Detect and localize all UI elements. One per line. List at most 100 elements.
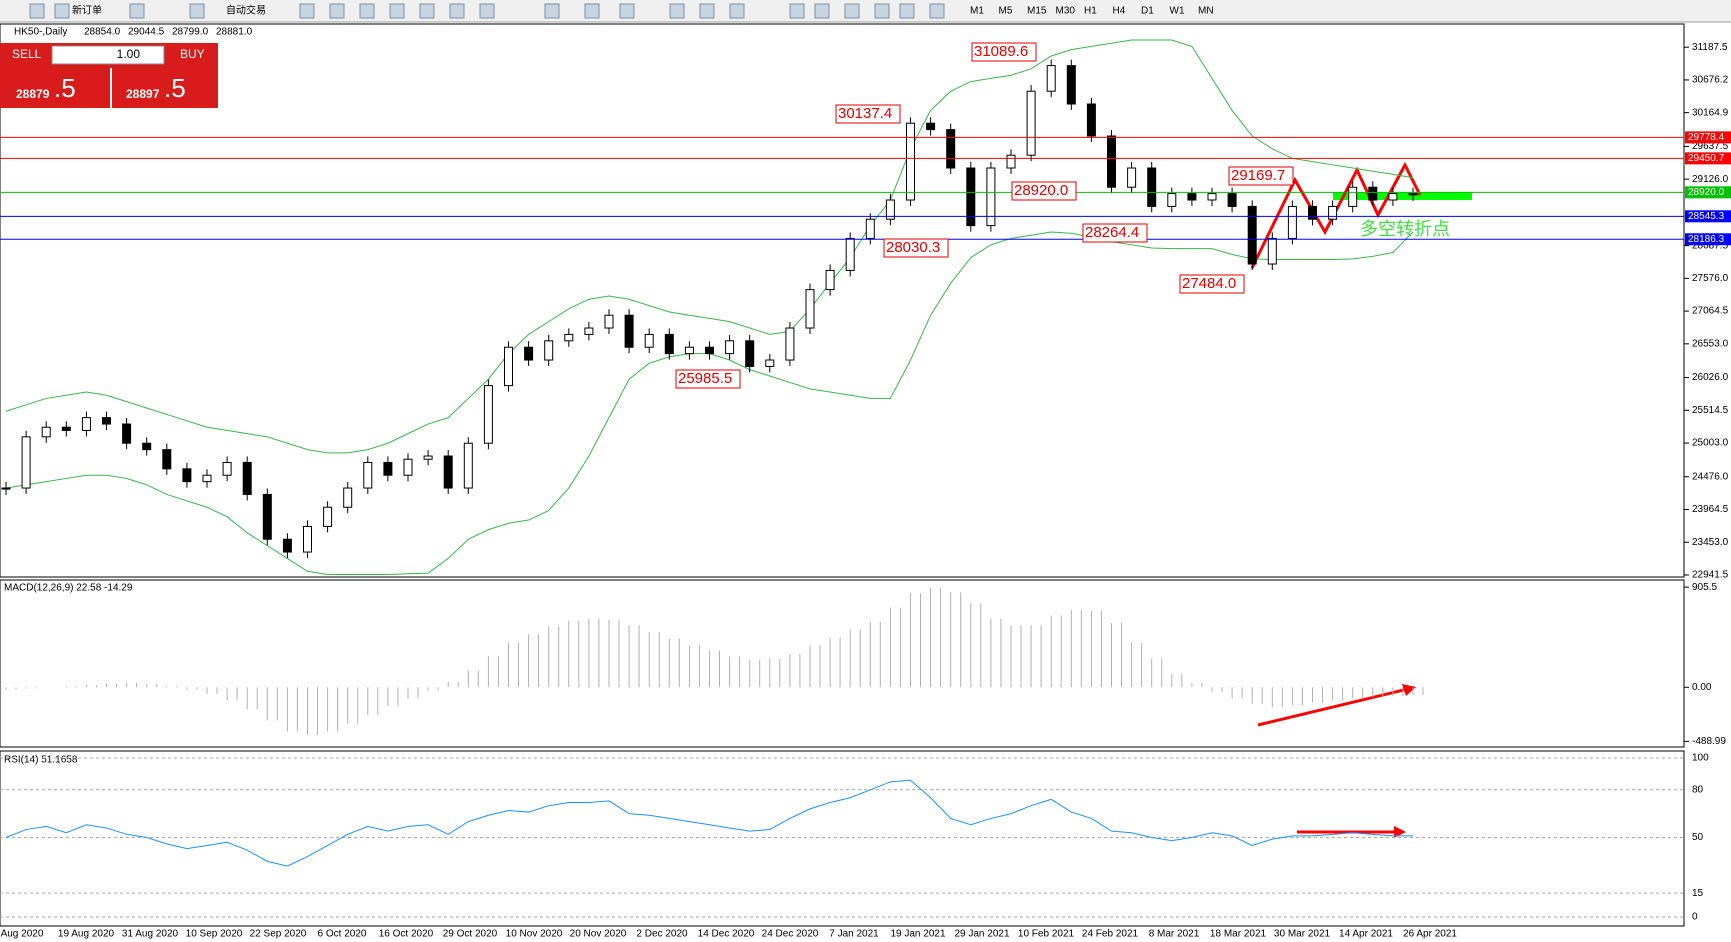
zigzag-arrow [1250, 161, 1422, 269]
level-tag [1685, 210, 1731, 223]
annotation-box [1179, 274, 1245, 294]
y-tick-label: 24476.0 [1692, 471, 1729, 482]
toolbar-icon[interactable] [329, 3, 345, 19]
candle [1247, 205, 1257, 265]
level-tag [1685, 233, 1731, 246]
y-tick-label: 29126.0 [1692, 174, 1729, 185]
y-tick-label: 15 [1692, 888, 1704, 899]
lots-value[interactable]: 1.00 [117, 47, 141, 61]
period-button[interactable]: M1 [970, 6, 984, 17]
candle [323, 506, 333, 527]
candle [906, 122, 915, 201]
toolbar-icon[interactable] [789, 3, 805, 19]
level-label: 29450.7 [1688, 153, 1725, 164]
period-button[interactable]: D1 [1141, 6, 1154, 17]
candle [1006, 154, 1016, 169]
y-tick-label: 0.00 [1692, 682, 1712, 693]
candle [222, 461, 232, 476]
macd-panel [0, 579, 1685, 748]
candle [182, 468, 192, 483]
sell-price-pip[interactable]: .5 [54, 73, 76, 103]
buy-price-pip[interactable]: .5 [164, 73, 186, 103]
annotation-box [883, 238, 949, 258]
buy-button[interactable]: BUY [180, 47, 205, 61]
period-button[interactable]: M5 [999, 6, 1013, 17]
period-button[interactable]: H1 [1084, 6, 1097, 17]
toolbar-icon[interactable] [619, 3, 635, 19]
toolbar-icon[interactable] [814, 3, 830, 19]
period-button[interactable]: M15 [1027, 6, 1047, 17]
annotation: 27484.0 [1182, 275, 1236, 292]
turning-point-note: 多空转折点 [1360, 219, 1450, 239]
toolbar-icon[interactable] [874, 3, 890, 19]
toolbar-icon[interactable] [54, 3, 70, 19]
candle [1328, 205, 1338, 220]
candle [1308, 205, 1317, 220]
toolbar-icon[interactable] [669, 3, 685, 19]
candle [966, 167, 976, 227]
y-tick-label: 23964.5 [1692, 504, 1729, 515]
annotation-box [971, 42, 1037, 62]
toolbar-icon[interactable] [844, 3, 860, 19]
candle [162, 449, 172, 470]
ohlc: 28881.0 [216, 27, 253, 38]
toolbar-icon[interactable] [584, 3, 600, 19]
x-tick-label: 10 Feb 2021 [1018, 929, 1075, 940]
toolbar-icon[interactable] [419, 3, 435, 19]
toolbar-icon[interactable] [699, 3, 715, 19]
x-tick-label: 18 Mar 2021 [1210, 929, 1267, 940]
y-tick-label: 25003.0 [1692, 438, 1729, 449]
x-tick-label: 19 Jan 2021 [890, 929, 945, 940]
toolbar-button[interactable]: 自动交易 [226, 4, 266, 17]
candle [1388, 193, 1398, 201]
toolbar-icon[interactable] [729, 3, 745, 19]
lots-box[interactable] [51, 45, 165, 65]
y-tick-label: 100 [1692, 753, 1709, 764]
period-button[interactable]: W1 [1170, 6, 1185, 17]
candle [1066, 65, 1076, 105]
rsi-line [5, 779, 1413, 867]
candle [483, 385, 493, 444]
candle [664, 333, 674, 355]
candle [242, 461, 252, 495]
buy-price[interactable]: 28897 [126, 87, 160, 101]
candle [725, 340, 735, 355]
y-tick-label: 27576.0 [1692, 273, 1729, 284]
sell-button[interactable]: SELL [12, 47, 42, 61]
y-tick-label: -488.99 [1692, 736, 1726, 747]
toolbar-icon[interactable] [189, 3, 205, 19]
period-button[interactable]: M30 [1056, 6, 1076, 17]
toolbar-icon[interactable] [449, 3, 465, 19]
candle [865, 218, 875, 239]
period-button[interactable]: H4 [1113, 6, 1126, 17]
candle [1227, 193, 1237, 207]
candle [41, 426, 51, 438]
annotation-box [675, 369, 741, 389]
sell-price[interactable]: 28879 [16, 87, 50, 101]
toolbar-icon[interactable] [544, 3, 560, 19]
toolbar-icon[interactable] [899, 3, 915, 19]
toolbar-icon[interactable] [129, 3, 145, 19]
candle [604, 314, 614, 329]
y-tick-label: 30164.9 [1692, 107, 1729, 118]
level-tag [1685, 152, 1731, 165]
trade-divider [110, 68, 112, 108]
x-tick-label: 2 Dec 2020 [636, 929, 688, 940]
toolbar-icon[interactable] [929, 3, 945, 19]
toolbar-icon[interactable] [299, 3, 315, 19]
candle [986, 167, 996, 227]
candle [805, 289, 815, 329]
candle [1127, 167, 1137, 188]
macd-arrow [1257, 686, 1413, 727]
toolbar-icon[interactable] [359, 3, 375, 19]
y-tick-label: 30676.2 [1692, 75, 1729, 86]
toolbar-icon[interactable] [29, 3, 45, 19]
period-button[interactable]: MN [1198, 6, 1214, 17]
candle [644, 333, 654, 348]
level-label: 28186.3 [1688, 234, 1725, 245]
toolbar-icon[interactable] [479, 3, 495, 19]
toolbar-icon[interactable] [389, 3, 405, 19]
macd-header: MACD(12,26,9) 22.58 -14.29 [4, 583, 133, 594]
toolbar-button[interactable]: 新订单 [72, 4, 102, 17]
